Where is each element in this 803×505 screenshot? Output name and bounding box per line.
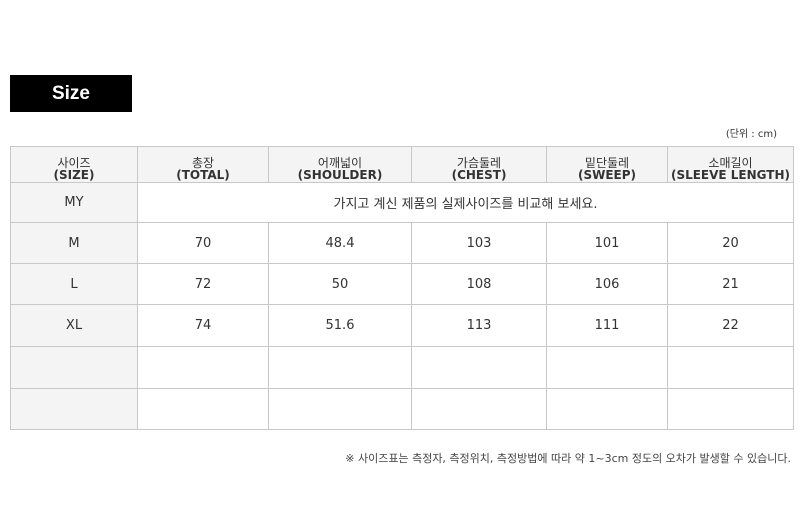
value-cell (667, 388, 794, 430)
column-header: 어깨넓이 (SHOULDER) (268, 146, 412, 183)
column-header-ko: 밑단둘레 (584, 156, 630, 170)
size-cell (10, 346, 138, 389)
value-cell: 101 (546, 222, 668, 264)
column-header-ko: 사이즈 (57, 156, 91, 170)
value-cell (268, 388, 412, 430)
value-cell: 51.6 (268, 304, 412, 347)
table-row: XL 74 51.6 113 111 22 (10, 304, 794, 347)
table-row: L 72 50 108 106 21 (10, 263, 794, 305)
column-header-en: (SLEEVE LENGTH) (670, 168, 791, 182)
column-header: 밑단둘레 (SWEEP) (546, 146, 668, 183)
column-header-en: (CHEST) (451, 168, 507, 182)
column-header-en: (SWEEP) (577, 168, 637, 182)
value-cell: 22 (667, 304, 794, 347)
column-header-en: (SIZE) (53, 168, 95, 182)
column-header-en: (TOTAL) (176, 168, 230, 182)
size-cell: MY (10, 182, 138, 223)
value-cell: 21 (667, 263, 794, 305)
value-cell (546, 388, 668, 430)
value-cell (411, 388, 547, 430)
size-title: Size (10, 75, 132, 112)
value-cell: 50 (268, 263, 412, 305)
column-header-ko: 가슴둘레 (456, 156, 502, 170)
size-cell: M (10, 222, 138, 264)
value-cell (137, 346, 269, 389)
size-table: 사이즈 (SIZE) 총장 (TOTAL) 어깨넓이 (SHOULDER) 가슴둘레 (CHE… (10, 146, 794, 430)
value-cell (667, 346, 794, 389)
value-cell: 74 (137, 304, 269, 347)
value-cell (268, 346, 412, 389)
unit-label: (단위 : cm) (725, 129, 777, 140)
value-cell: 20 (667, 222, 794, 264)
value-cell: 70 (137, 222, 269, 264)
size-cell: XL (10, 304, 138, 347)
value-cell (411, 346, 547, 389)
value-cell: 108 (411, 263, 547, 305)
my-row-text: 가지고 계신 제품의 실제사이즈를 비교해 보세요. (137, 182, 794, 223)
empty-row (10, 346, 794, 389)
value-cell: 103 (411, 222, 547, 264)
column-header: 총장 (TOTAL) (137, 146, 269, 183)
column-header: 사이즈 (SIZE) (10, 146, 138, 183)
table-row: M 70 48.4 103 101 20 (10, 222, 794, 264)
value-cell: 106 (546, 263, 668, 305)
column-header-ko: 총장 (191, 156, 215, 170)
column-header: 가슴둘레 (CHEST) (411, 146, 547, 183)
value-cell: 111 (546, 304, 668, 347)
column-header-en: (SHOULDER) (297, 168, 383, 182)
column-header-ko: 어깨넓이 (317, 156, 363, 170)
measurement-note: ※ 사이즈표는 측정자, 측정위치, 측정방법에 따라 약 1~3cm 정도의 … (345, 452, 791, 465)
header-row: 사이즈 (SIZE) 총장 (TOTAL) 어깨넓이 (SHOULDER) 가슴둘레 (CHE… (10, 146, 794, 183)
empty-row (10, 388, 794, 430)
value-cell: 113 (411, 304, 547, 347)
value-cell (137, 388, 269, 430)
size-cell: L (10, 263, 138, 305)
column-header-ko: 소매길이 (708, 156, 753, 170)
column-header: 소매길이 (SLEEVE LENGTH) (667, 146, 794, 183)
size-cell (10, 388, 138, 430)
value-cell: 72 (137, 263, 269, 305)
value-cell (546, 346, 668, 389)
value-cell: 48.4 (268, 222, 412, 264)
my-row: MY 가지고 계신 제품의 실제사이즈를 비교해 보세요. (10, 182, 794, 223)
